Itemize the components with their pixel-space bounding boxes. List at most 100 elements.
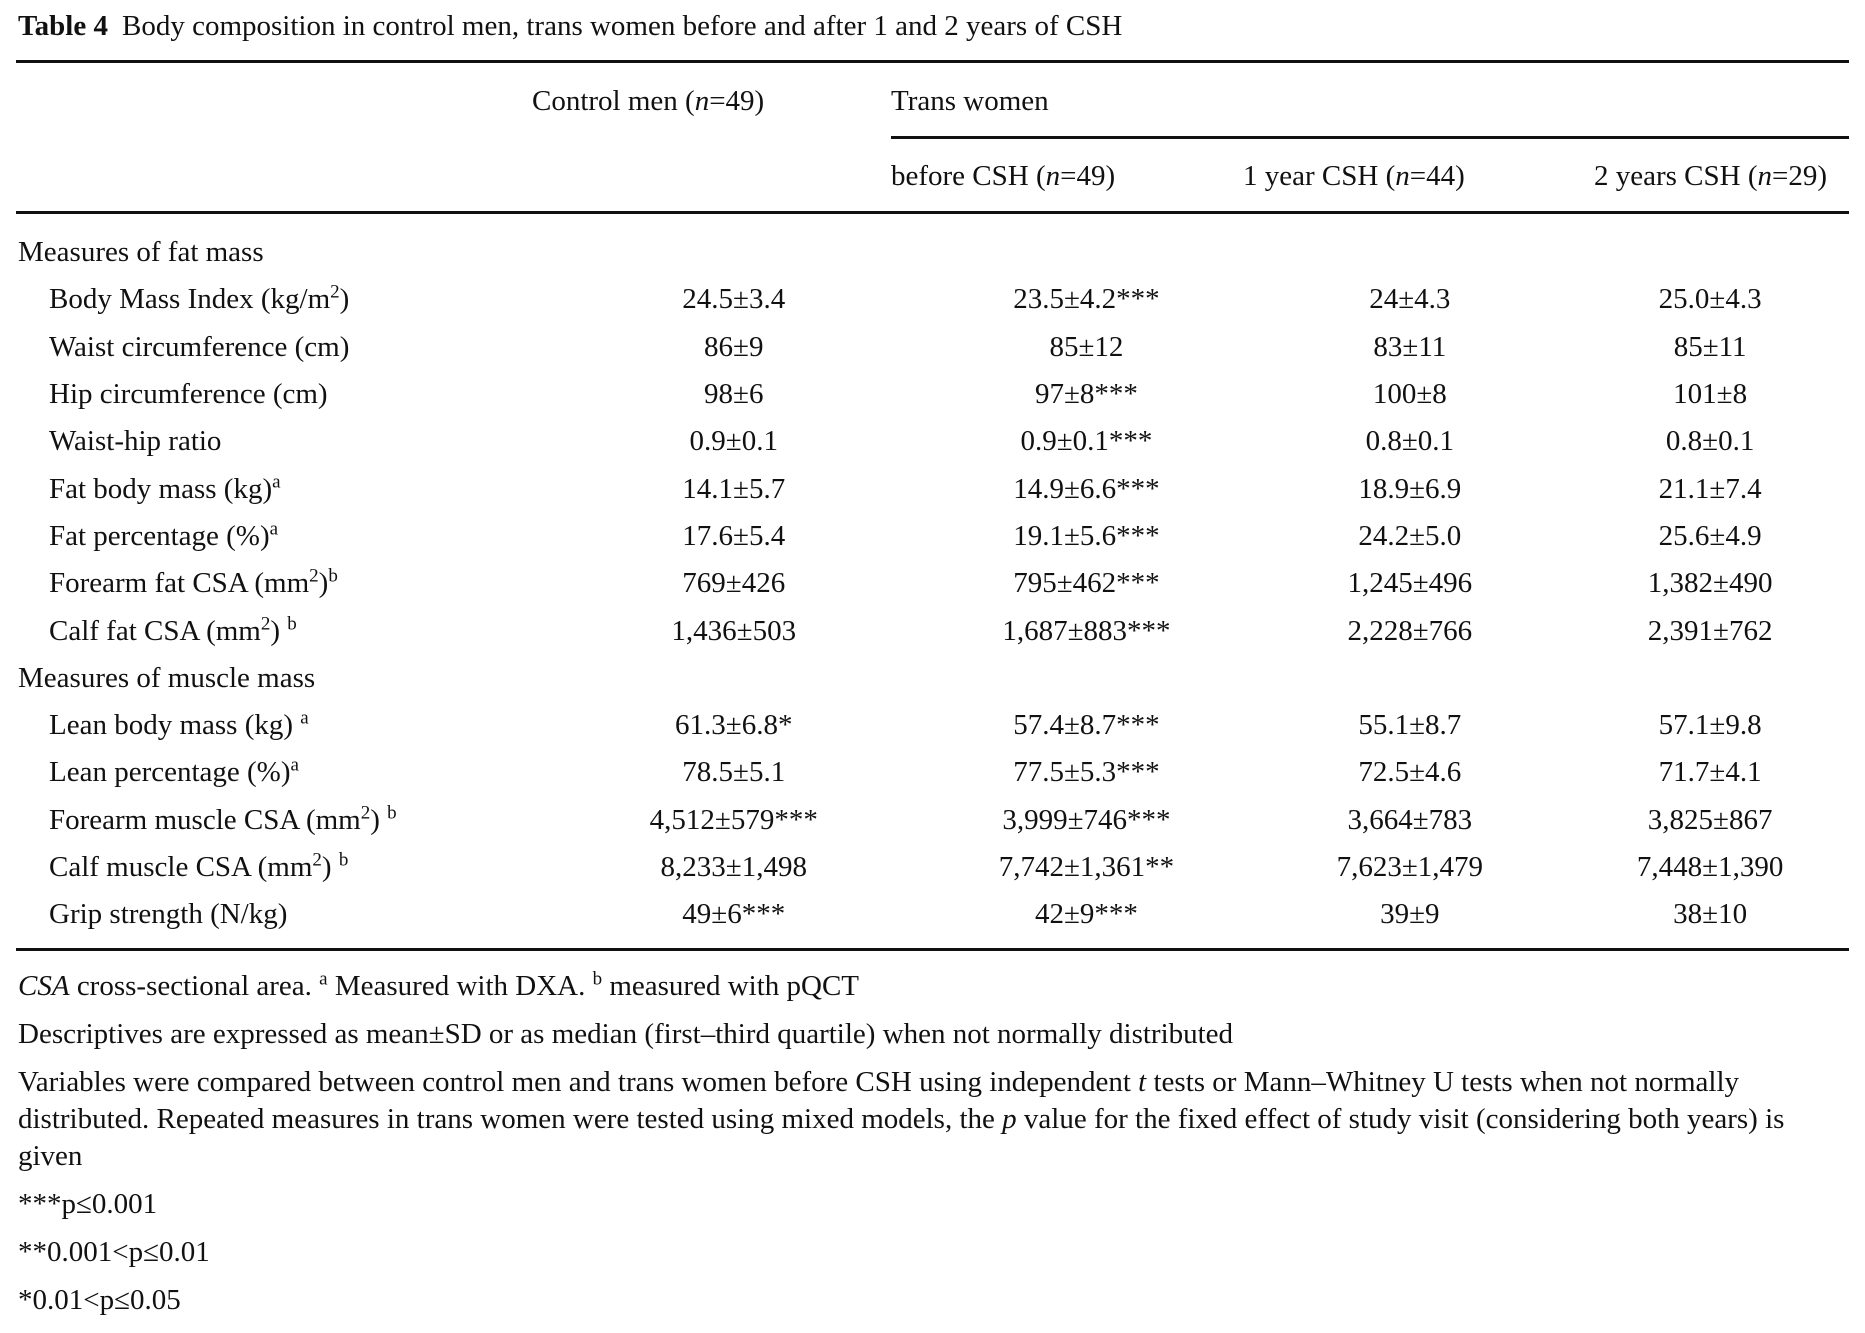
footnote-sig-3: ***p≤0.001 — [18, 1188, 158, 1220]
table-row: Waist-hip ratio 0.9±0.1 0.9±0.1*** 0.8±0.1 0… — [16, 418, 1849, 465]
table-row: Body Mass Index (kg/m2) 24.5±3.4 23.5±4.2*… — [16, 276, 1849, 323]
table-cell: 101±8 — [1673, 378, 1748, 411]
table-cell: 4,512±579*** — [649, 803, 818, 836]
row-label: Fat body mass (kg)a — [49, 470, 281, 505]
header-2-years-csh: 2 years CSH (n=29) — [1594, 160, 1828, 192]
table-cell: 795±462*** — [1013, 567, 1160, 600]
table-cell: 1,436±503 — [671, 614, 797, 647]
table-cell: 2,391±762 — [1647, 614, 1773, 647]
table-row: Fat body mass (kg)a 14.1±5.7 14.9±6.6*** 18… — [16, 465, 1849, 512]
table-cell: 24.2±5.0 — [1358, 519, 1462, 552]
table-row: Calf muscle CSA (mm2) b 8,233±1,498 7,742±… — [16, 844, 1849, 891]
table-row: Hip circumference (cm) 98±6 97±8*** 100±8 10… — [16, 371, 1849, 418]
table-cell: 14.1±5.7 — [682, 472, 786, 505]
table-row: Forearm fat CSA (mm2)b 769±426 795±462*** 1… — [16, 560, 1849, 607]
table-cell: 21.1±7.4 — [1658, 472, 1762, 505]
table-cell: 8,233±1,498 — [660, 851, 807, 883]
row-label: Calf fat CSA (mm2) b — [49, 612, 297, 647]
table-cell: 2,228±766 — [1347, 614, 1473, 647]
table-cell: 85±11 — [1673, 330, 1747, 363]
table-cell: 49±6*** — [682, 898, 786, 931]
table-cell: 85±12 — [1049, 330, 1124, 363]
table-cell: 78.5±5.1 — [682, 756, 786, 789]
table-cell: 55.1±8.7 — [1358, 709, 1462, 742]
table-cell: 14.9±6.6*** — [1013, 472, 1160, 505]
table-row: Waist circumference (cm) 86±9 85±12 83±11 85… — [16, 324, 1849, 371]
footnote-sig-1: *0.01<p≤0.05 — [18, 1284, 181, 1316]
table-row: Calf fat CSA (mm2) b 1,436±503 1,687±883**… — [16, 607, 1849, 654]
row-label: Body Mass Index (kg/m2) — [49, 281, 350, 316]
table-title: Table 4 Body composition in control men, … — [18, 10, 1122, 43]
row-label: Waist circumference (cm) — [49, 330, 350, 363]
row-label: Waist-hip ratio — [49, 425, 222, 458]
table-cell: 83±11 — [1373, 330, 1447, 363]
table-cell: 1,382±490 — [1647, 567, 1773, 600]
section-title: Measures of muscle mass — [18, 661, 316, 694]
table-cell: 39±9 — [1380, 898, 1440, 931]
row-label: Lean body mass (kg) a — [49, 707, 309, 742]
footnote-sig-2: **0.001<p≤0.01 — [18, 1236, 210, 1268]
table-cell: 769±426 — [682, 567, 786, 600]
table-row: Fat percentage (%)a 17.6±5.4 19.1±5.6*** 24… — [16, 513, 1849, 560]
row-label: Grip strength (N/kg) — [49, 898, 288, 931]
header-trans-women: Trans women — [891, 85, 1049, 117]
row-label: Forearm muscle CSA (mm2) b — [49, 802, 397, 836]
table-row: Lean body mass (kg) a 61.3±6.8* 57.4±8.7**… — [16, 702, 1849, 749]
table-cell: 25.6±4.9 — [1658, 519, 1762, 552]
table-cell: 3,999±746*** — [1002, 803, 1171, 836]
table-cell: 100±8 — [1372, 378, 1447, 411]
table-cell: 3,825±867 — [1647, 803, 1773, 836]
table-cell: 42±9*** — [1034, 898, 1138, 931]
table-row: Grip strength (N/kg) 49±6*** 42±9*** 39±9 38… — [16, 891, 1849, 938]
table-row: Forearm muscle CSA (mm2) b 4,512±579*** 3,… — [16, 797, 1849, 844]
table-cell: 57.4±8.7*** — [1013, 709, 1160, 742]
table-cell: 24±4.3 — [1369, 283, 1451, 316]
header-before-csh: before CSH (n=49) — [891, 160, 1116, 192]
table-cell: 23.5±4.2*** — [1013, 283, 1160, 316]
table-cell: 7,742±1,361** — [998, 851, 1175, 883]
footnote-abbreviations: CSA cross-sectional area. a Measured wit… — [18, 968, 860, 1002]
table-cell: 72.5±4.6 — [1358, 756, 1462, 789]
table-cell: 1,687±883*** — [1002, 614, 1171, 647]
table-cell: 71.7±4.1 — [1658, 756, 1762, 789]
table-row: Lean percentage (%)a 78.5±5.1 77.5±5.3*** 7… — [16, 749, 1849, 796]
table-cell: 38±10 — [1673, 898, 1748, 931]
row-label: Hip circumference (cm) — [49, 378, 328, 411]
table-cell: 3,664±783 — [1347, 803, 1473, 836]
trans-women-rule — [891, 136, 1849, 139]
table-cell: 97±8*** — [1034, 378, 1138, 411]
top-rule — [16, 60, 1849, 63]
header-control-men: Control men (n=49) — [532, 85, 765, 117]
table-cell: 25.0±4.3 — [1658, 283, 1762, 316]
table-cell: 7,623±1,479 — [1336, 851, 1484, 883]
table-caption: Body composition in control men, trans w… — [122, 10, 1123, 42]
table-cell: 0.9±0.1 — [689, 425, 778, 458]
footnote-descriptives: Descriptives are expressed as mean±SD or… — [18, 1018, 1234, 1050]
header-1-year-csh: 1 year CSH (n=44) — [1243, 160, 1465, 192]
table-cell: 0.9±0.1*** — [1020, 425, 1153, 458]
table-number: Table 4 — [18, 10, 108, 42]
data-table: Measures of fat mass Body Mass Index (kg/… — [16, 229, 1849, 938]
table-cell: 86±9 — [704, 330, 764, 363]
table-cell: 24.5±3.4 — [682, 283, 786, 316]
section-row: Measures of muscle mass — [16, 655, 1849, 702]
header-rule — [16, 211, 1849, 214]
footnote-methods: Variables were compared between control … — [18, 1066, 1785, 1172]
row-label: Lean percentage (%)a — [49, 754, 299, 789]
row-label: Forearm fat CSA (mm2)b — [49, 565, 338, 600]
table-cell: 18.9±6.9 — [1358, 472, 1462, 505]
table-cell: 98±6 — [704, 378, 764, 411]
row-label: Calf muscle CSA (mm2) b — [49, 849, 349, 883]
table-cell: 57.1±9.8 — [1658, 709, 1762, 742]
bottom-rule — [16, 948, 1849, 951]
table-cell: 7,448±1,390 — [1636, 851, 1784, 883]
table-cell: 77.5±5.3*** — [1013, 756, 1160, 789]
row-label: Fat percentage (%)a — [49, 518, 279, 552]
section-row: Measures of fat mass — [16, 229, 1849, 276]
table-cell: 0.8±0.1 — [1665, 425, 1755, 458]
table-cell: 1,245±496 — [1347, 567, 1473, 600]
table-cell: 19.1±5.6*** — [1013, 519, 1160, 552]
table-cell: 0.8±0.1 — [1365, 425, 1455, 458]
section-title: Measures of fat mass — [18, 236, 264, 269]
table-cell: 17.6±5.4 — [682, 519, 786, 552]
